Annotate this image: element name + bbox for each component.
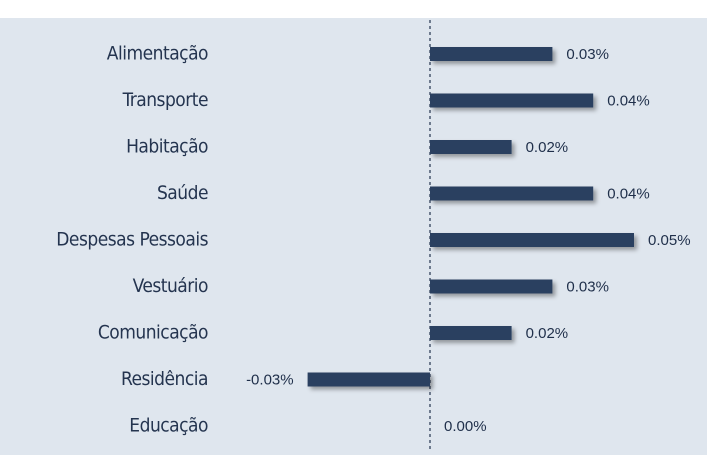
- category-label: Residência: [121, 368, 208, 390]
- value-label: 0.04%: [607, 185, 650, 202]
- category-label: Vestuário: [133, 275, 208, 297]
- bar: [430, 186, 594, 201]
- bar: [430, 279, 553, 294]
- bar: [430, 47, 553, 61]
- value-label: -0.03%: [246, 371, 294, 388]
- category-label: Alimentação: [107, 43, 208, 65]
- value-label: 0.02%: [526, 325, 569, 342]
- bar: [430, 326, 512, 340]
- value-label: 0.05%: [648, 232, 691, 249]
- bar: [307, 372, 430, 387]
- bar: [430, 93, 594, 108]
- category-label: Habitação: [126, 136, 208, 158]
- value-label: 0.04%: [607, 92, 650, 109]
- value-label: 0.02%: [526, 139, 569, 156]
- category-label: Despesas Pessoais: [56, 229, 208, 251]
- bar: [430, 140, 512, 154]
- value-label: 0.03%: [566, 46, 609, 63]
- bar: [430, 233, 634, 247]
- category-label: Saúde: [157, 182, 208, 204]
- value-label: 0.03%: [566, 278, 609, 295]
- category-label: Educação: [129, 415, 208, 437]
- category-label: Comunicação: [98, 322, 208, 344]
- category-label: Transporte: [122, 89, 208, 111]
- value-label: 0.00%: [444, 418, 487, 435]
